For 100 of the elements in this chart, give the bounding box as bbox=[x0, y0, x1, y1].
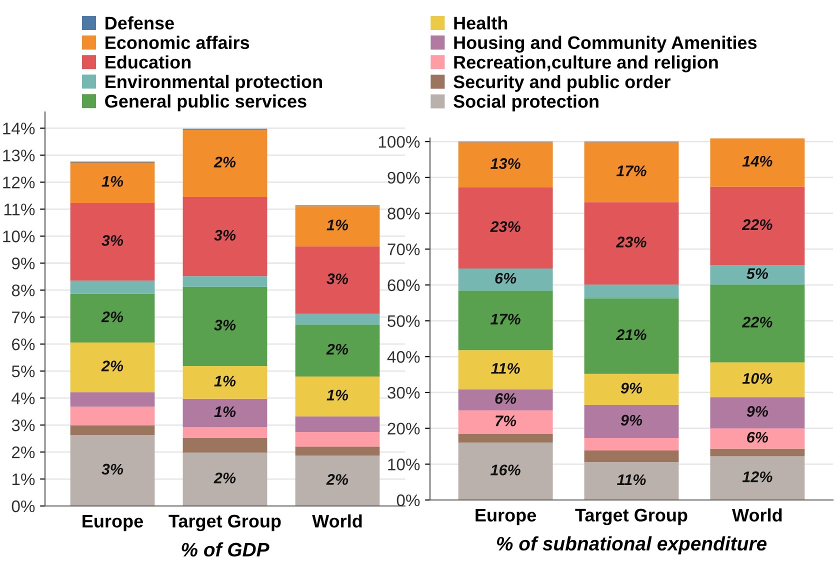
bar bbox=[70, 425, 155, 436]
data-label: 6% bbox=[495, 393, 516, 404]
bar bbox=[458, 410, 553, 434]
legend-label: Environmental protection bbox=[106, 74, 322, 92]
legend-label: Health bbox=[454, 16, 508, 30]
bar bbox=[458, 434, 553, 443]
x-tick-label: Europe bbox=[82, 514, 143, 532]
bar bbox=[584, 438, 679, 451]
data-label: 2% bbox=[214, 472, 236, 484]
bar bbox=[584, 462, 679, 500]
bar bbox=[295, 416, 380, 432]
bar bbox=[182, 286, 268, 366]
y-tick-label: 0% bbox=[12, 500, 35, 512]
bar bbox=[710, 284, 805, 362]
data-label: 2% bbox=[326, 344, 348, 355]
bar bbox=[710, 186, 805, 266]
data-label: 10% bbox=[742, 373, 772, 384]
legend-label: General public services bbox=[105, 94, 306, 112]
bar bbox=[295, 432, 380, 447]
data-label: 12% bbox=[742, 471, 772, 482]
data-label: 23% bbox=[490, 221, 520, 232]
bar bbox=[584, 298, 679, 374]
data-label: 23% bbox=[616, 236, 646, 248]
bar bbox=[295, 206, 380, 246]
data-label: 14% bbox=[742, 156, 772, 167]
legend-label: Security and public order bbox=[454, 75, 670, 92]
bar bbox=[584, 405, 679, 438]
bar bbox=[182, 276, 268, 287]
data-label: 9% bbox=[746, 406, 768, 417]
y-tick-label: 11% bbox=[4, 204, 35, 216]
data-label: 2% bbox=[326, 474, 348, 485]
x-tick-label: Target Group bbox=[168, 514, 281, 532]
y-tick-label: 13% bbox=[3, 150, 35, 162]
legend-label: Defense bbox=[106, 16, 174, 30]
y-tick-label: 50% bbox=[388, 315, 420, 327]
bar bbox=[182, 452, 268, 506]
y-tick-label: 100% bbox=[378, 136, 420, 148]
x-tick-label: Target Group bbox=[575, 508, 688, 526]
bar bbox=[710, 397, 805, 428]
bar bbox=[70, 294, 155, 342]
bar bbox=[182, 366, 268, 399]
bar bbox=[710, 448, 805, 456]
y-tick-label: 8% bbox=[12, 284, 35, 296]
data-label: 1% bbox=[214, 406, 236, 418]
bar bbox=[295, 324, 380, 376]
bar bbox=[584, 374, 679, 406]
data-label: 17% bbox=[490, 314, 520, 324]
data-label: 2% bbox=[101, 360, 124, 372]
data-label: 6% bbox=[495, 272, 516, 284]
legend-label: Recreation,culture and religion bbox=[454, 55, 718, 72]
bar bbox=[584, 450, 679, 462]
bar bbox=[182, 130, 268, 198]
y-tick-label: 2% bbox=[12, 446, 35, 458]
bar bbox=[710, 362, 805, 398]
bar bbox=[182, 398, 268, 428]
bar bbox=[458, 142, 553, 188]
legend-label: Education bbox=[106, 55, 191, 69]
y-tick-label: 80% bbox=[388, 208, 420, 220]
bar bbox=[295, 246, 380, 314]
data-label: 16% bbox=[490, 464, 520, 476]
bar bbox=[182, 438, 268, 453]
data-label: 17% bbox=[616, 166, 646, 176]
legend-label: Economic affairs bbox=[106, 36, 250, 50]
data-label: 7% bbox=[496, 416, 516, 426]
y-tick-label: 1% bbox=[12, 473, 35, 486]
bar bbox=[295, 446, 380, 456]
bar bbox=[295, 376, 380, 416]
bar bbox=[710, 428, 805, 449]
bar bbox=[70, 406, 155, 426]
bar bbox=[458, 268, 553, 291]
data-label: 3% bbox=[102, 235, 124, 246]
bar bbox=[70, 280, 155, 294]
bar bbox=[70, 435, 155, 506]
data-label: 11% bbox=[491, 363, 520, 374]
x-axis-title: % of subnational expenditure bbox=[496, 536, 767, 554]
data-label: 13% bbox=[490, 158, 520, 169]
legend-label: Housing and Community Amenities bbox=[454, 36, 757, 53]
y-tick-label: 20% bbox=[388, 422, 420, 435]
x-tick-label: Europe bbox=[476, 508, 536, 526]
y-tick-label: 10% bbox=[388, 458, 420, 470]
data-label: 5% bbox=[746, 268, 768, 280]
bar bbox=[584, 202, 679, 285]
y-tick-label: 6% bbox=[12, 338, 35, 350]
y-tick-label: 70% bbox=[388, 244, 420, 256]
bar bbox=[458, 350, 553, 390]
y-tick-label: 3% bbox=[12, 419, 35, 432]
data-label: 2% bbox=[214, 156, 236, 168]
y-tick-label: 40% bbox=[387, 351, 420, 363]
bar bbox=[70, 392, 155, 407]
data-label: 1% bbox=[102, 176, 124, 187]
y-tick-label: 14% bbox=[3, 122, 35, 134]
data-label: 1% bbox=[326, 390, 348, 400]
data-label: 21% bbox=[616, 329, 646, 340]
data-label: 6% bbox=[747, 432, 768, 443]
bar bbox=[584, 142, 679, 202]
legend-label: Social protection bbox=[454, 94, 598, 112]
bar bbox=[710, 456, 805, 500]
y-tick-label: 5% bbox=[12, 366, 35, 378]
data-label: 22% bbox=[742, 219, 772, 230]
y-tick-label: 90% bbox=[388, 172, 420, 184]
